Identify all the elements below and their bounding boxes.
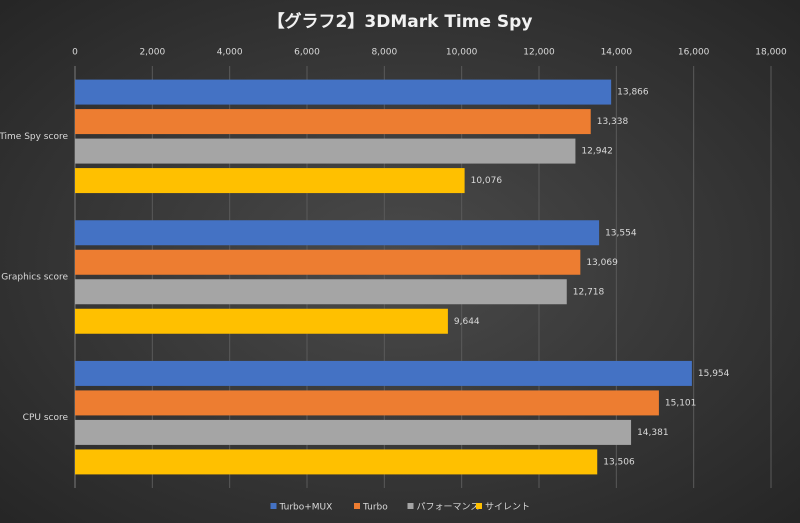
x-tick-label: 14,000 [601, 48, 633, 58]
value-label: 13,506 [603, 457, 635, 467]
x-tick-label: 8,000 [371, 48, 397, 58]
x-tick-label: 16,000 [678, 48, 710, 58]
value-label: 12,718 [573, 287, 605, 297]
value-label: 13,554 [605, 228, 637, 238]
bar [75, 419, 632, 445]
bar [75, 249, 581, 275]
chart-title: 【グラフ2】3DMark Time Spy [268, 11, 533, 32]
x-tick-label: 4,000 [217, 48, 243, 58]
x-tick-label: 12,000 [523, 48, 555, 58]
value-label: 15,101 [665, 398, 697, 408]
y-tick-label: CPU score [23, 413, 69, 423]
value-label: 15,954 [698, 369, 730, 379]
value-label: 14,381 [637, 428, 669, 438]
legend-swatch [354, 503, 360, 509]
bar [75, 220, 600, 246]
bar [75, 360, 692, 386]
value-label: 13,866 [617, 88, 649, 98]
bar [75, 279, 567, 305]
legend-label: サイレント [485, 502, 530, 513]
value-label: 9,644 [454, 317, 480, 327]
bar [75, 79, 612, 105]
legend-label: Turbo [362, 503, 388, 513]
x-tick-label: 2,000 [139, 48, 165, 58]
legend-label: パフォーマンス [417, 502, 480, 513]
bar [75, 308, 448, 334]
legend-label: Turbo+MUX [279, 503, 333, 513]
legend-swatch [270, 503, 277, 509]
legend-swatch [476, 503, 482, 509]
x-tick-label: 10,000 [446, 48, 478, 58]
bar [75, 168, 465, 194]
value-label: 13,069 [586, 258, 618, 268]
y-tick-label: Time Spy score [0, 132, 68, 142]
bar [75, 109, 591, 135]
value-label: 12,942 [581, 147, 613, 157]
bar [75, 390, 659, 416]
value-label: 13,338 [597, 117, 629, 127]
y-tick-label: Graphics score [1, 273, 68, 283]
bar [75, 449, 598, 475]
x-tick-label: 0 [72, 48, 78, 58]
value-label: 10,076 [471, 176, 503, 186]
bar [75, 138, 576, 164]
x-tick-label: 6,000 [294, 48, 320, 58]
legend-swatch [407, 503, 414, 509]
x-tick-label: 18,000 [755, 48, 787, 58]
